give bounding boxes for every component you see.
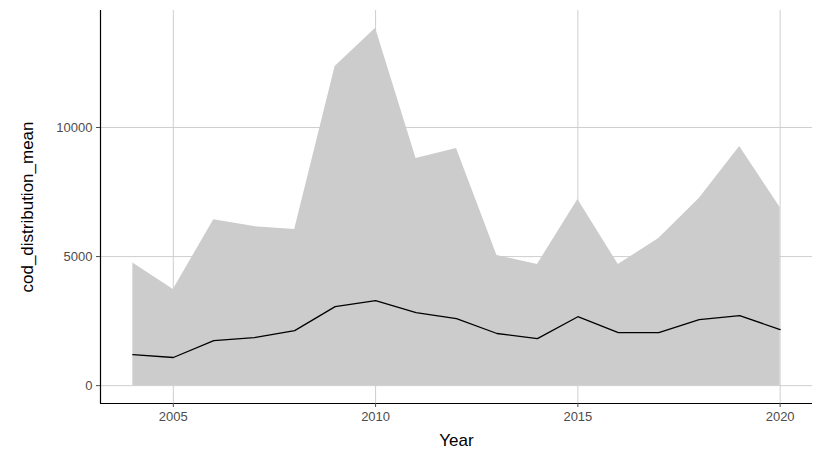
svg-text:2010: 2010 (361, 409, 390, 424)
svg-text:5000: 5000 (64, 249, 93, 264)
svg-text:10000: 10000 (56, 120, 92, 135)
svg-text:2020: 2020 (766, 409, 795, 424)
svg-text:cod_distribution_mean: cod_distribution_mean (18, 121, 37, 292)
svg-text:Year: Year (439, 431, 474, 450)
svg-text:2015: 2015 (563, 409, 592, 424)
svg-text:0: 0 (85, 378, 92, 393)
svg-text:2005: 2005 (159, 409, 188, 424)
